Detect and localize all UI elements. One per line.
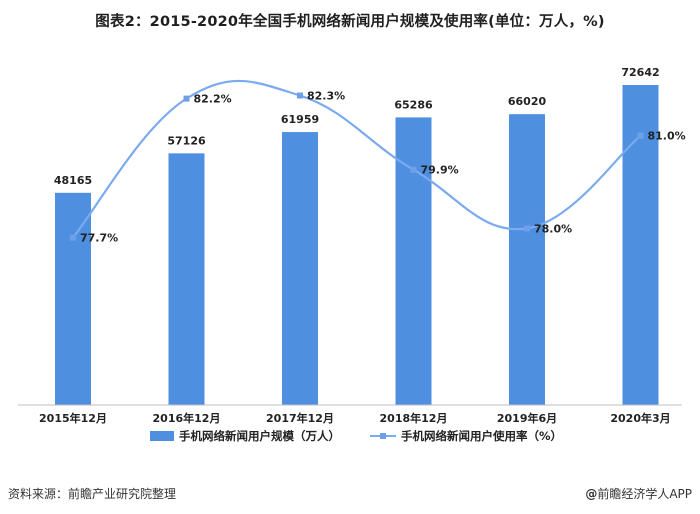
x-tick-label-0: 2015年12月 — [39, 411, 107, 425]
rate-value-label-5: 81.0% — [648, 130, 686, 143]
bar-3 — [395, 117, 432, 406]
brand-logo-icon: @ — [585, 487, 598, 501]
rate-point-5 — [637, 132, 644, 139]
rate-point-4 — [524, 225, 530, 232]
bar-0 — [55, 192, 91, 405]
brand-credit: @前瞻经济学人APP — [585, 485, 692, 502]
rate-value-label-1: 82.2% — [194, 93, 232, 106]
bar-value-label-0: 48165 — [54, 174, 92, 187]
rate-point-2 — [297, 92, 303, 99]
rate-value-label-4: 78.0% — [534, 222, 572, 235]
chart-title: 图表2：2015-2020年全国手机网络新闻用户规模及使用率(单位：万人，%) — [95, 14, 605, 30]
x-tick-label-3: 2018年12月 — [380, 411, 448, 425]
rate-value-label-0: 77.7% — [80, 232, 118, 245]
brand-name: 前瞻经济学人APP — [597, 487, 692, 501]
legend-line-marker — [380, 433, 386, 439]
source-note: 资料来源：前瞻产业研究院整理 — [8, 487, 177, 501]
legend-bar-swatch — [150, 431, 174, 441]
rate-point-0 — [70, 234, 76, 241]
bar-1 — [168, 153, 205, 405]
x-tick-label-2: 2017年12月 — [266, 411, 334, 425]
legend-line-label: 手机网络新闻用户使用率（%） — [401, 429, 562, 443]
bar-2 — [282, 132, 318, 406]
rate-point-1 — [183, 95, 190, 102]
bar-value-label-4: 66020 — [508, 95, 547, 108]
x-tick-label-1: 2016年12月 — [153, 411, 221, 425]
bar-4 — [509, 114, 545, 405]
bar-value-label-3: 65286 — [394, 98, 433, 111]
rate-point-3 — [410, 166, 417, 173]
rate-value-label-2: 82.3% — [307, 90, 345, 103]
legend-bar-label: 手机网络新闻用户规模（万人） — [179, 429, 340, 443]
x-tick-label-4: 2019年6月 — [497, 411, 557, 425]
bar-value-label-5: 72642 — [621, 66, 659, 79]
bar-value-label-1: 57126 — [167, 134, 206, 147]
usage-rate-line — [72, 79, 642, 239]
bar-value-label-2: 61959 — [281, 113, 319, 126]
rate-value-label-3: 79.9% — [421, 164, 459, 177]
x-tick-label-5: 2020年3月 — [610, 411, 670, 425]
